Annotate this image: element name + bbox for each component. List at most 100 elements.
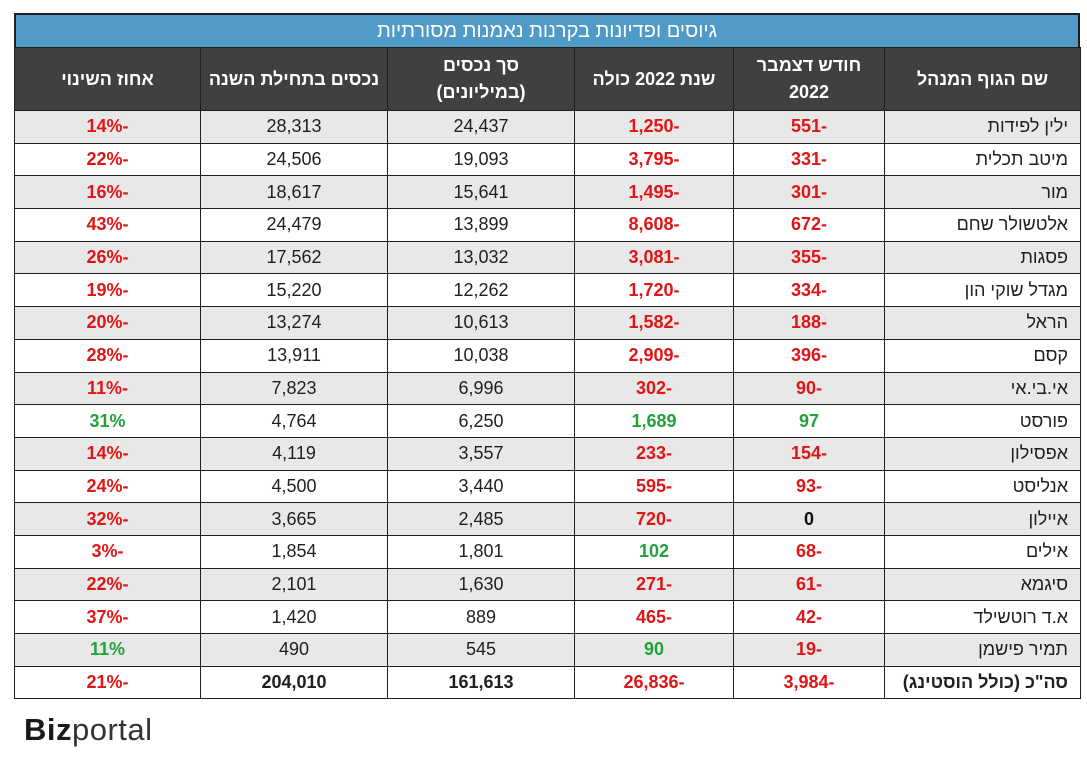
table-row: קסם -396 -2,909 10,038 13,911 -28%: [14, 338, 1081, 373]
december-cell: -154: [733, 436, 885, 471]
assets-cell: 3,557: [387, 436, 575, 471]
change-pct-cell: -22%: [14, 567, 201, 602]
change-pct-cell: 11%: [14, 633, 201, 667]
funds-table: שם הגוף המנהל חודש דצמבר 2022 שנת 2022 כ…: [14, 47, 1081, 700]
change-pct-cell: -22%: [14, 142, 201, 177]
december-cell: -93: [733, 469, 885, 504]
start-assets-cell: 13,274: [200, 306, 388, 340]
header-row: שם הגוף המנהל חודש דצמבר 2022 שנת 2022 כ…: [14, 47, 1081, 111]
assets-cell: 1,630: [387, 567, 575, 602]
header-assets-text: סך נכסים (במיליונים): [436, 55, 526, 102]
assets-cell: 161,613: [387, 665, 575, 700]
manager-cell: מגדל שוקי הון: [884, 273, 1081, 308]
december-cell: 0: [733, 502, 885, 536]
logo-portal: portal: [72, 712, 153, 747]
change-pct-cell: -16%: [14, 175, 201, 210]
table-row: אי.בי.אי -90 -302 6,996 7,823 -11%: [14, 371, 1081, 406]
december-cell: -90: [733, 371, 885, 406]
change-pct-cell: -21%: [14, 665, 201, 700]
year-cell: -1,582: [574, 306, 734, 340]
header-assets: סך נכסים (במיליונים): [387, 47, 575, 111]
table-row: א.ד רוטשילד -42 -465 889 1,420 -37%: [14, 600, 1081, 634]
december-cell: -68: [733, 534, 885, 569]
year-cell: -26,836: [574, 665, 734, 700]
year-cell: -3,081: [574, 240, 734, 275]
table-row: פורסט 97 1,689 6,250 4,764 31%: [14, 404, 1081, 438]
assets-cell: 10,613: [387, 306, 575, 340]
assets-cell: 6,250: [387, 404, 575, 438]
december-cell: -672: [733, 208, 885, 242]
start-assets-cell: 204,010: [200, 665, 388, 700]
header-manager: שם הגוף המנהל: [884, 47, 1081, 111]
header-start-assets: נכסים בתחילת השנה: [200, 47, 388, 111]
change-pct-cell: 31%: [14, 404, 201, 438]
assets-cell: 24,437: [387, 110, 575, 144]
assets-cell: 10,038: [387, 338, 575, 373]
table-row: סיגמא -61 -271 1,630 2,101 -22%: [14, 567, 1081, 602]
manager-cell: תמיר פישמן: [884, 633, 1081, 667]
year-cell: -595: [574, 469, 734, 504]
start-assets-cell: 24,506: [200, 142, 388, 177]
table-row: מור -301 -1,495 15,641 18,617 -16%: [14, 175, 1081, 210]
manager-cell: אפסילון: [884, 436, 1081, 471]
december-cell: -551: [733, 110, 885, 144]
start-assets-cell: 4,119: [200, 436, 388, 471]
year-cell: -465: [574, 600, 734, 634]
change-pct-cell: -14%: [14, 110, 201, 144]
header-year: שנת 2022 כולה: [574, 47, 734, 111]
december-cell: -301: [733, 175, 885, 210]
start-assets-cell: 18,617: [200, 175, 388, 210]
manager-cell: מור: [884, 175, 1081, 210]
table-row: איילון 0 -720 2,485 3,665 -32%: [14, 502, 1081, 536]
assets-cell: 2,485: [387, 502, 575, 536]
header-december: חודש דצמבר 2022: [733, 47, 885, 111]
manager-cell: אנליסט: [884, 469, 1081, 504]
december-cell: -331: [733, 142, 885, 177]
header-change-pct: אחוז השינוי: [14, 47, 201, 111]
start-assets-cell: 2,101: [200, 567, 388, 602]
assets-cell: 6,996: [387, 371, 575, 406]
table-title: גיוסים ופדיונות בקרנות נאמנות מסורתיות: [14, 13, 1080, 47]
change-pct-cell: -37%: [14, 600, 201, 634]
start-assets-cell: 4,500: [200, 469, 388, 504]
manager-cell: פסגות: [884, 240, 1081, 275]
change-pct-cell: -43%: [14, 208, 201, 242]
header-december-text: חודש דצמבר 2022: [756, 55, 862, 102]
table-row: ילין לפידות -551 -1,250 24,437 28,313 -14%: [14, 110, 1081, 144]
logo-biz: Biz: [24, 712, 72, 747]
start-assets-cell: 1,420: [200, 600, 388, 634]
year-cell: 1,689: [574, 404, 734, 438]
assets-cell: 19,093: [387, 142, 575, 177]
table-row: מיטב תכלית -331 -3,795 19,093 24,506 -22%: [14, 142, 1081, 177]
year-cell: -271: [574, 567, 734, 602]
december-cell: -19: [733, 633, 885, 667]
change-pct-cell: -14%: [14, 436, 201, 471]
year-cell: -720: [574, 502, 734, 536]
manager-cell: פורסט: [884, 404, 1081, 438]
year-cell: -1,720: [574, 273, 734, 308]
year-cell: -1,250: [574, 110, 734, 144]
manager-cell: מיטב תכלית: [884, 142, 1081, 177]
table-row: אילים -68 102 1,801 1,854 -3%: [14, 534, 1081, 569]
start-assets-cell: 17,562: [200, 240, 388, 275]
manager-cell: סיגמא: [884, 567, 1081, 602]
start-assets-cell: 28,313: [200, 110, 388, 144]
start-assets-cell: 15,220: [200, 273, 388, 308]
manager-cell: אי.בי.אי: [884, 371, 1081, 406]
manager-cell: א.ד רוטשילד: [884, 600, 1081, 634]
manager-cell: אלטשולר שחם: [884, 208, 1081, 242]
start-assets-cell: 7,823: [200, 371, 388, 406]
table-row: אפסילון -154 -233 3,557 4,119 -14%: [14, 436, 1081, 471]
table-container: גיוסים ופדיונות בקרנות נאמנות מסורתיות ש…: [14, 13, 1081, 700]
december-cell: -3,984: [733, 665, 885, 700]
change-pct-cell: -11%: [14, 371, 201, 406]
assets-cell: 889: [387, 600, 575, 634]
assets-cell: 13,032: [387, 240, 575, 275]
table-row: פסגות -355 -3,081 13,032 17,562 -26%: [14, 240, 1081, 275]
change-pct-cell: -32%: [14, 502, 201, 536]
change-pct-cell: -20%: [14, 306, 201, 340]
change-pct-cell: -19%: [14, 273, 201, 308]
assets-cell: 3,440: [387, 469, 575, 504]
start-assets-cell: 490: [200, 633, 388, 667]
assets-cell: 12,262: [387, 273, 575, 308]
